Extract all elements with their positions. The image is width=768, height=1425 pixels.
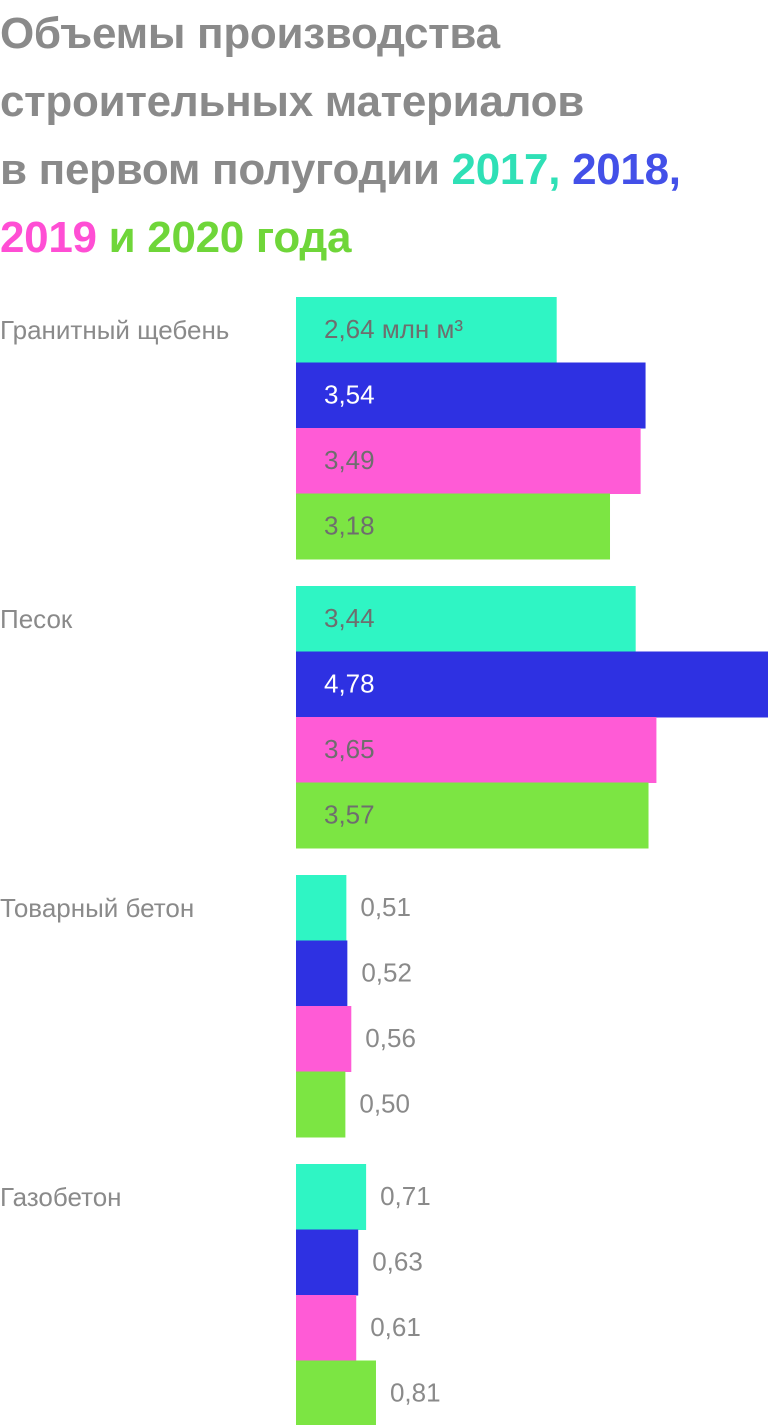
title-line: в первом полугодии 2017, 2018, [0,136,768,204]
category-label: Гранитный щебень [0,315,229,345]
bar-2018 [296,1229,359,1296]
title-text: в первом полугодии [0,145,452,194]
data-label: 2,64 млн м³ [324,314,463,344]
bar-2019 [296,1295,357,1361]
data-label: 0,50 [359,1088,410,1118]
bar-2019 [296,1006,352,1072]
data-label: 0,63 [372,1246,423,1276]
data-label: 3,54 [324,379,375,409]
bar-2019 [296,717,657,783]
data-label: 0,61 [370,1312,421,1342]
bar-2019 [296,428,641,494]
bar-2017 [296,297,557,363]
title-legend-2017: 2017, [451,145,573,194]
title-line: строительных материалов [0,68,768,136]
title-line: Объемы производства [0,0,768,68]
title-text: Объемы производства [0,9,500,58]
data-label: 0,81 [390,1377,441,1407]
bar-2020 [296,493,611,560]
data-label: 0,71 [380,1181,431,1211]
data-label: 0,52 [361,957,412,987]
data-label: 4,78 [324,668,375,698]
data-label: 3,65 [324,734,375,764]
category-label: Газобетон [0,1182,122,1212]
title-legend-2019: 2019 [0,213,97,262]
data-label: 3,57 [324,799,375,829]
data-label: 3,18 [324,510,375,540]
bar-2020 [296,1360,376,1425]
title-line: 2019 и 2020 года [0,204,768,272]
data-label: 0,51 [360,892,411,922]
title-text: строительных материалов [0,77,584,126]
data-label: 0,56 [365,1023,416,1053]
bar-2018 [296,651,768,718]
bar-2017 [296,586,636,652]
bar-2020 [296,1071,346,1138]
data-label: 3,49 [324,445,375,475]
data-label: 3,44 [324,603,375,633]
bar-2018 [296,940,348,1007]
category-label: Товарный бетон [0,893,194,923]
bar-2017 [296,1164,367,1230]
bar-2017 [296,875,347,941]
title-legend-2020: и 2020 года [96,213,352,262]
title-legend-2018: 2018, [572,145,681,194]
bar-2020 [296,782,649,849]
bar-2018 [296,362,646,429]
category-label: Песок [0,604,73,634]
chart-title: Объемы производства строительных материал… [0,0,768,272]
